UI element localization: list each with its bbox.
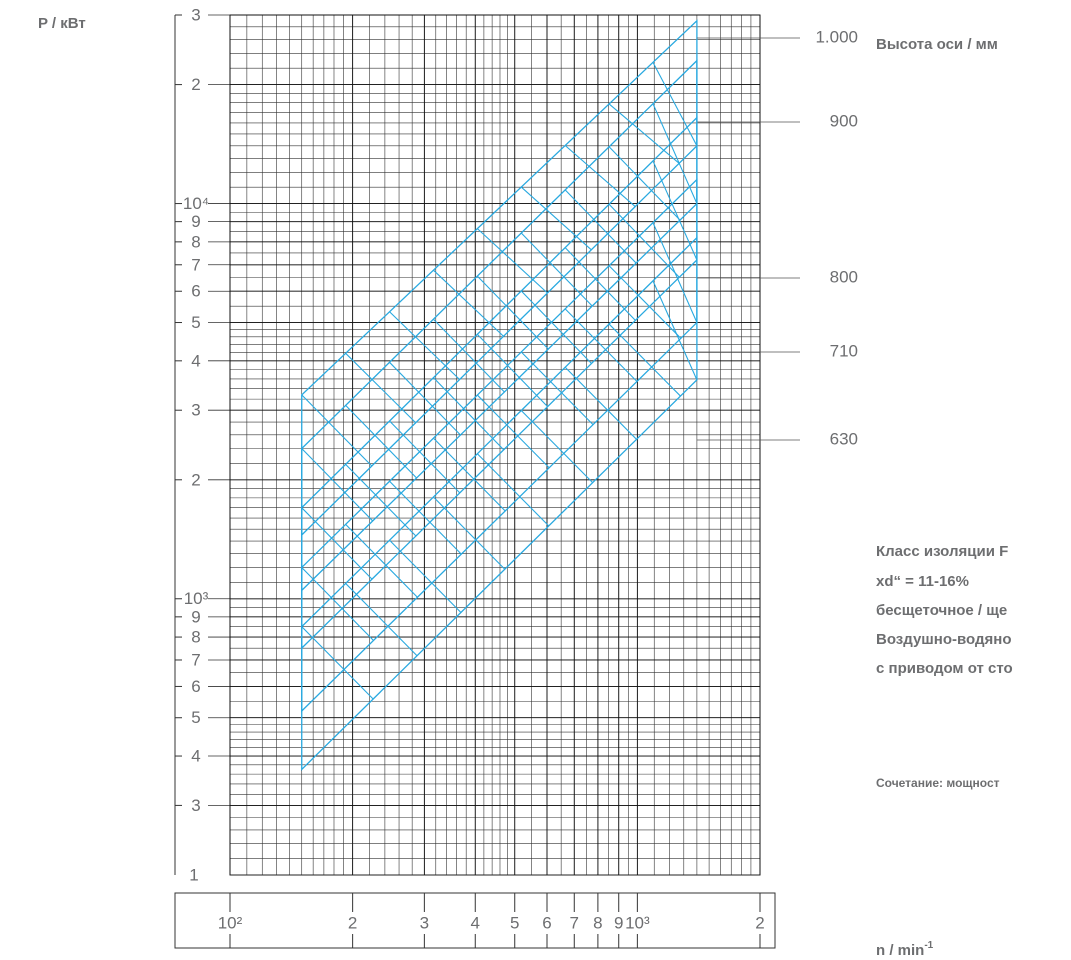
x-tick-label: 3 (420, 913, 429, 932)
band-hatch (564, 145, 636, 207)
y-tick-label: 8 (191, 628, 200, 647)
band-hatch (345, 523, 418, 598)
y-tick-label: 3 (191, 796, 200, 815)
band-hatch (433, 377, 505, 451)
band-hatch (608, 265, 682, 339)
band-hatch (476, 453, 550, 527)
band-label: 800 (830, 267, 858, 286)
y-tick-label: 8 (191, 232, 200, 251)
note-line: Класс изоляции F (876, 543, 1008, 560)
x-tick-label: 6 (542, 913, 551, 932)
band-hatch (608, 203, 680, 278)
band-hatch (652, 280, 698, 381)
x-tick-label: 10³ (625, 913, 650, 932)
band-hatch (301, 507, 373, 580)
y-tick-label: 3 (191, 5, 200, 24)
band-hatch (520, 290, 592, 364)
x-axis-title-sup: -1 (924, 940, 933, 951)
x-tick-label: 7 (570, 913, 579, 932)
x-tick-label: 10² (218, 913, 243, 932)
legend-title: Высота оси / мм (876, 36, 998, 53)
band-hatch (389, 361, 461, 436)
x-tick-label: 5 (510, 913, 519, 932)
band-hatch (564, 189, 637, 264)
x-axis-title-main: n / min (876, 942, 924, 959)
y-tick-label: 3 (191, 401, 200, 420)
y-tick-label: 4 (191, 747, 200, 766)
band-hatch (652, 103, 698, 204)
band-hatch (564, 308, 638, 382)
note-line: xd“ = 11-16% (876, 573, 969, 590)
band-hatch (301, 567, 374, 641)
y-tick-label: 7 (191, 650, 200, 669)
band-hatch (345, 583, 418, 657)
y-tick-label: 5 (191, 708, 200, 727)
band-hatch (389, 539, 462, 613)
plot-frame (229, 14, 761, 876)
band-hatch (520, 186, 592, 251)
y-tick-label: 10³ (184, 589, 209, 608)
band-hatch (301, 394, 373, 467)
band-hatch (476, 394, 550, 469)
y-tick-label: 6 (191, 282, 200, 301)
footnote: Сочетание: мощност (876, 776, 1000, 790)
y-tick-label: 2 (191, 75, 200, 94)
band-hatch (608, 323, 681, 397)
axis-break-label: 1 (189, 865, 198, 884)
band-hatch (301, 448, 374, 522)
x-tick-label: 8 (593, 913, 602, 932)
band-hatch (301, 626, 374, 700)
x-axis-title: n / min-1 (876, 940, 934, 959)
band-hatch (345, 352, 417, 424)
band-hatch (652, 160, 698, 261)
band-hatch (433, 269, 504, 337)
y-tick-label: 2 (191, 470, 200, 489)
band-hatch (564, 366, 637, 440)
band-hatch (433, 437, 506, 512)
y-tick-label: 7 (191, 255, 200, 274)
note-line: Воздушно-водяно (876, 631, 1012, 648)
y-axis-title: P / кВт (38, 15, 86, 32)
band-hatch (345, 463, 417, 537)
y-tick-label: 4 (191, 351, 200, 370)
x-tick-label: 4 (471, 913, 480, 932)
y-tick-label: 10⁴ (183, 194, 209, 213)
band-label: 1.000 (815, 27, 858, 46)
band-label: 630 (830, 429, 858, 448)
band-hatch (608, 103, 680, 164)
y-tick-label: 9 (191, 607, 200, 626)
x-tick-label: 2 (348, 913, 357, 932)
band-label: 710 (830, 341, 858, 360)
band-hatch (652, 62, 698, 147)
band-hatch (389, 420, 461, 494)
band-hatch (476, 275, 549, 350)
band-hatch (389, 480, 462, 555)
band-hatch (433, 496, 506, 570)
band-hatch (389, 311, 460, 380)
x-tick-label: 2 (755, 913, 764, 932)
x-tick-label: 9 (614, 913, 623, 932)
band-hatch (433, 318, 505, 393)
band-hatch (520, 351, 594, 426)
band-label: 900 (830, 111, 858, 130)
band-hatch (608, 146, 681, 221)
note-line: бесщеточное / ще (876, 602, 1007, 619)
y-tick-label: 9 (191, 212, 200, 231)
band-hatch (476, 228, 548, 294)
y-tick-label: 6 (191, 677, 200, 696)
band-hatch (345, 405, 417, 479)
band-hatch (476, 333, 548, 408)
y-tick-label: 5 (191, 313, 200, 332)
band (301, 19, 698, 537)
band-hatch (564, 247, 636, 321)
note-line: с приводом от сто (876, 660, 1013, 677)
band-hatch (520, 410, 594, 484)
band-hatch (520, 232, 593, 307)
